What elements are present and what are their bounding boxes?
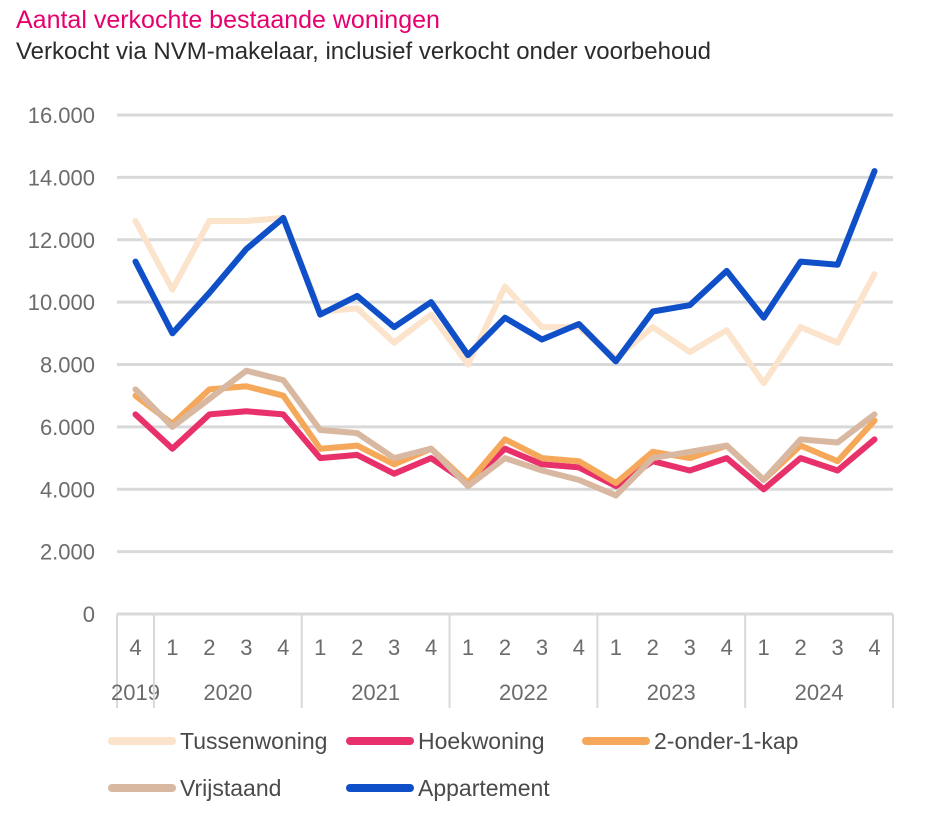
series-line-vrijstaand — [132, 367, 878, 499]
x-tick-label-quarter: 3 — [240, 635, 252, 660]
legend: Tussenwoning Hoekwoning 2-onder-1-kap Vrijs… — [108, 728, 798, 801]
x-tick-label-quarter: 2 — [351, 635, 363, 660]
y-tick-label: 0 — [83, 602, 95, 627]
gridlines — [117, 113, 893, 616]
legend-label-hoekwoning: Hoekwoning — [418, 728, 545, 754]
x-tick-label-quarter: 4 — [573, 635, 585, 660]
x-tick-label-quarter: 1 — [166, 635, 178, 660]
y-tick-label: 16.000 — [28, 103, 95, 128]
chart-subtitle: Verkocht via NVM-makelaar, inclusief ver… — [16, 38, 712, 65]
x-tick-label-quarter: 3 — [536, 635, 548, 660]
x-tick-label-quarter: 3 — [388, 635, 400, 660]
y-tick-label: 14.000 — [28, 165, 95, 190]
x-tick-label-quarter: 3 — [684, 635, 696, 660]
x-tick-label-quarter: 4 — [129, 635, 141, 660]
series-line-2-onder-1-kap — [132, 383, 878, 486]
y-tick-label: 6.000 — [40, 415, 95, 440]
series-lines — [132, 168, 878, 499]
x-tick-label-year: 2019 — [111, 680, 160, 705]
x-tick-label-quarter: 1 — [758, 635, 770, 660]
x-tick-label-year: 2024 — [795, 680, 844, 705]
x-tick-label-quarter: 1 — [314, 635, 326, 660]
x-tick-label-quarter: 4 — [277, 635, 289, 660]
x-tick-label-quarter: 4 — [868, 635, 880, 660]
y-tick-label: 8.000 — [40, 353, 95, 378]
x-tick-label-quarter: 4 — [425, 635, 437, 660]
x-tick-label-quarter: 2 — [647, 635, 659, 660]
y-axis-ticks: 0 2.000 4.000 6.000 8.000 10.000 12.000 14.000 1… — [28, 103, 95, 627]
y-tick-label: 12.000 — [28, 228, 95, 253]
y-tick-label: 4.000 — [40, 477, 95, 502]
x-tick-label-quarter: 2 — [499, 635, 511, 660]
legend-label-vrijstaand: Vrijstaand — [180, 775, 281, 801]
series-line-tussenwoning — [132, 214, 878, 387]
x-tick-label-year: 2020 — [203, 680, 252, 705]
legend-label-tussenwoning: Tussenwoning — [180, 728, 327, 754]
y-tick-label: 10.000 — [28, 290, 95, 315]
y-tick-label: 2.000 — [40, 540, 95, 565]
x-tick-label-quarter: 2 — [794, 635, 806, 660]
legend-label-appartement: Appartement — [418, 775, 550, 801]
x-tick-label-year: 2022 — [499, 680, 548, 705]
legend-label-2-onder-1-kap: 2-onder-1-kap — [654, 728, 798, 754]
x-tick-label-year: 2023 — [647, 680, 696, 705]
x-tick-label-quarter: 3 — [831, 635, 843, 660]
series-line-hoekwoning — [132, 408, 878, 493]
x-tick-label-quarter: 1 — [462, 635, 474, 660]
chart-title: Aantal verkochte bestaande woningen — [16, 6, 440, 34]
series-line-appartement — [132, 168, 878, 365]
x-tick-label-quarter: 1 — [610, 635, 622, 660]
x-tick-label-quarter: 4 — [721, 635, 733, 660]
x-tick-label-quarter: 2 — [203, 635, 215, 660]
x-tick-label-year: 2021 — [351, 680, 400, 705]
